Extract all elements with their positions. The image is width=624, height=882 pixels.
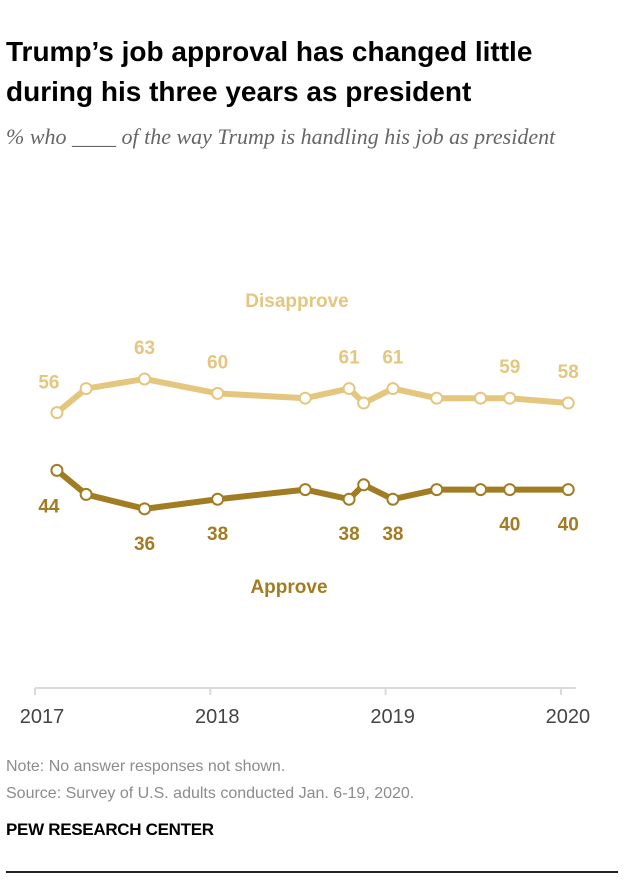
data-point-disapprove — [298, 391, 312, 405]
data-label-disapprove: 59 — [499, 357, 520, 378]
data-point-disapprove — [503, 391, 517, 405]
data-label-disapprove: 58 — [558, 362, 579, 383]
series-line-approve — [55, 468, 569, 512]
data-label-approve: 38 — [339, 524, 360, 545]
data-label-approve: 38 — [207, 524, 228, 545]
data-point-approve — [430, 483, 444, 497]
x-tick-label: 2020 — [546, 706, 591, 728]
data-label-disapprove: 60 — [207, 352, 228, 373]
note-text: Note: No answer responses not shown. — [6, 758, 286, 775]
data-point-approve — [298, 483, 312, 497]
x-tick-label: 2018 — [195, 706, 240, 728]
data-label-approve: 40 — [499, 515, 520, 536]
data-label-disapprove: 61 — [339, 348, 361, 369]
data-point-disapprove — [342, 382, 356, 396]
data-point-disapprove — [138, 372, 152, 386]
data-point-approve — [79, 487, 93, 501]
x-tick-label: 2017 — [20, 706, 65, 728]
data-label-approve: 44 — [38, 496, 60, 517]
pew-logo-text: PEW RESEARCH CENTER — [6, 820, 214, 839]
data-point-disapprove — [357, 396, 371, 410]
data-point-approve — [138, 502, 152, 516]
data-point-approve — [50, 463, 64, 477]
data-point-approve — [342, 492, 356, 506]
data-point-disapprove — [386, 382, 400, 396]
chart-subtitle: % who ____ of the way Trump is handling … — [6, 124, 556, 149]
data-point-disapprove — [474, 391, 488, 405]
data-point-disapprove — [430, 391, 444, 405]
data-point-approve — [357, 478, 371, 492]
data-point-approve — [503, 483, 517, 497]
data-label-disapprove: 63 — [134, 338, 155, 359]
data-point-approve — [474, 483, 488, 497]
data-label-disapprove: 61 — [382, 348, 404, 369]
data-point-approve — [211, 492, 225, 506]
data-label-approve: 38 — [382, 524, 403, 545]
x-tick-label: 2019 — [370, 706, 415, 728]
line-chart: 2017 2018 2019 2020 56 63 60 61 61 59 58 Disapprove… — [20, 291, 591, 728]
series-label-disapprove: Disapprove — [245, 291, 348, 312]
data-label-disapprove: 56 — [38, 373, 59, 394]
data-label-approve: 40 — [558, 515, 579, 536]
data-point-disapprove — [50, 406, 64, 420]
source-text: Source: Survey of U.S. adults conducted … — [6, 785, 415, 802]
series-label-approve: Approve — [250, 577, 327, 598]
series-line-disapprove — [55, 375, 569, 415]
chart-title: Trump’s job approval has changed little … — [6, 36, 533, 107]
data-point-disapprove — [561, 396, 575, 410]
data-label-approve: 36 — [134, 534, 155, 555]
data-point-disapprove — [211, 386, 225, 400]
data-point-approve — [386, 492, 400, 506]
data-point-approve — [561, 483, 575, 497]
bottom-rule — [6, 871, 618, 873]
data-point-disapprove — [79, 382, 93, 396]
